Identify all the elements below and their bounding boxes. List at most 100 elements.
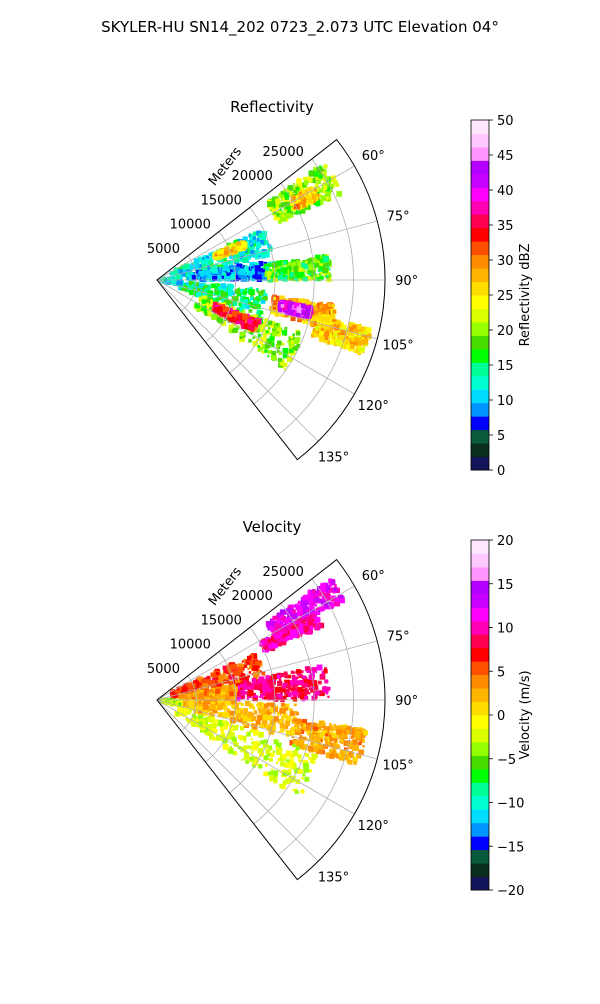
echo-gate	[222, 686, 228, 692]
echo-gate	[284, 334, 286, 336]
colorbar-tick-label: 50	[497, 114, 514, 129]
colorbar-segment	[471, 335, 489, 349]
echo-gate	[264, 703, 269, 708]
colorbar-segment	[471, 403, 489, 417]
echo-gate	[312, 316, 316, 320]
echo-gate	[278, 358, 282, 362]
colorbar-segment	[471, 322, 489, 336]
echo-gate	[242, 314, 248, 320]
echo-gate	[268, 321, 272, 325]
echo-gate	[287, 340, 290, 343]
echo-gate	[220, 307, 223, 310]
echo-gate	[271, 636, 274, 639]
echo-gate	[268, 276, 270, 278]
colorbar-segment	[471, 389, 489, 403]
colorbar-segment	[471, 201, 489, 215]
echo-gate	[212, 693, 215, 696]
echo-gate	[221, 283, 226, 288]
echo-gate	[354, 337, 358, 341]
echo-gate	[230, 269, 233, 272]
echo-gate	[317, 277, 321, 281]
echo-gate	[333, 591, 335, 593]
echo-gate	[268, 327, 270, 329]
colorbar-segment	[471, 282, 489, 296]
radial-tick-label: 5000	[147, 242, 180, 257]
echo-gate	[209, 692, 212, 695]
echo-gate	[217, 288, 219, 290]
echo-gate	[277, 675, 281, 679]
colorbar-tick-label: 15	[497, 359, 514, 374]
echo-region	[264, 254, 332, 282]
echo-gate	[248, 234, 250, 236]
echo-gate	[317, 331, 319, 333]
echo-gate	[305, 688, 308, 691]
echo-gate	[253, 264, 255, 266]
echo-gate	[329, 583, 332, 586]
echo-gate	[304, 692, 307, 695]
echo-gate	[261, 682, 264, 685]
echo-gate	[240, 690, 243, 693]
echo-gate	[309, 674, 315, 680]
echo-gate	[261, 290, 264, 293]
echo-gate	[296, 331, 300, 335]
echo-gate	[313, 330, 316, 333]
colorbar-segment	[471, 174, 489, 188]
echo-gate	[223, 313, 226, 316]
echo-gate	[250, 250, 254, 254]
echo-gate	[320, 260, 323, 263]
colorbar-segment	[471, 147, 489, 161]
echo-gate	[223, 273, 225, 275]
echo-gate	[293, 188, 295, 190]
echo-gate	[291, 629, 296, 634]
echo-gate	[302, 320, 305, 323]
echo-gate	[326, 275, 328, 277]
echo-gate	[306, 667, 309, 670]
echo-gate	[294, 266, 299, 271]
echo-gate	[207, 676, 210, 679]
angle-tick-label: 105°	[382, 339, 413, 354]
echo-gate	[238, 667, 244, 673]
echo-gate	[192, 697, 194, 699]
echo-gate	[267, 355, 269, 357]
echo-gate	[272, 198, 275, 201]
echo-gate	[356, 324, 361, 329]
echo-gate	[315, 178, 317, 180]
echo-gate	[324, 679, 328, 683]
echo-gate	[335, 597, 339, 601]
echo-gate	[243, 290, 247, 294]
echo-gate	[267, 621, 272, 626]
colorbar-segment	[471, 430, 489, 444]
echo-gate	[229, 314, 232, 317]
echo-gate	[283, 277, 288, 282]
echo-gate	[302, 689, 305, 692]
echo-gate	[317, 307, 322, 312]
echo-gate	[216, 672, 220, 676]
colorbar-label: Reflectivity dBZ	[518, 244, 533, 347]
echo-gate	[292, 262, 295, 265]
echo-gate	[299, 268, 303, 272]
echo-gate	[207, 314, 210, 317]
echo-gate	[297, 306, 301, 310]
echo-gate	[298, 696, 300, 698]
echo-gate	[298, 680, 303, 685]
echo-gate	[323, 669, 327, 673]
echo-gate	[253, 709, 255, 711]
colorbar-segment	[471, 214, 489, 228]
echo-gate	[290, 336, 293, 339]
echo-gate	[250, 296, 253, 299]
echo-gate	[282, 641, 286, 645]
echo-gate	[303, 595, 307, 599]
echo-gate	[277, 620, 280, 623]
echo-gate	[340, 330, 345, 335]
angle-tick-label: 60°	[362, 149, 385, 164]
echo-gate	[283, 269, 288, 274]
echo-gate	[238, 717, 241, 720]
colorbar-tick-label: 40	[497, 184, 514, 199]
echo-gate	[317, 258, 319, 260]
echo-gate	[259, 696, 261, 698]
echo-gate	[317, 303, 320, 306]
echo-gate	[283, 275, 285, 277]
echo-field	[154, 578, 368, 794]
echo-gate	[323, 191, 325, 193]
